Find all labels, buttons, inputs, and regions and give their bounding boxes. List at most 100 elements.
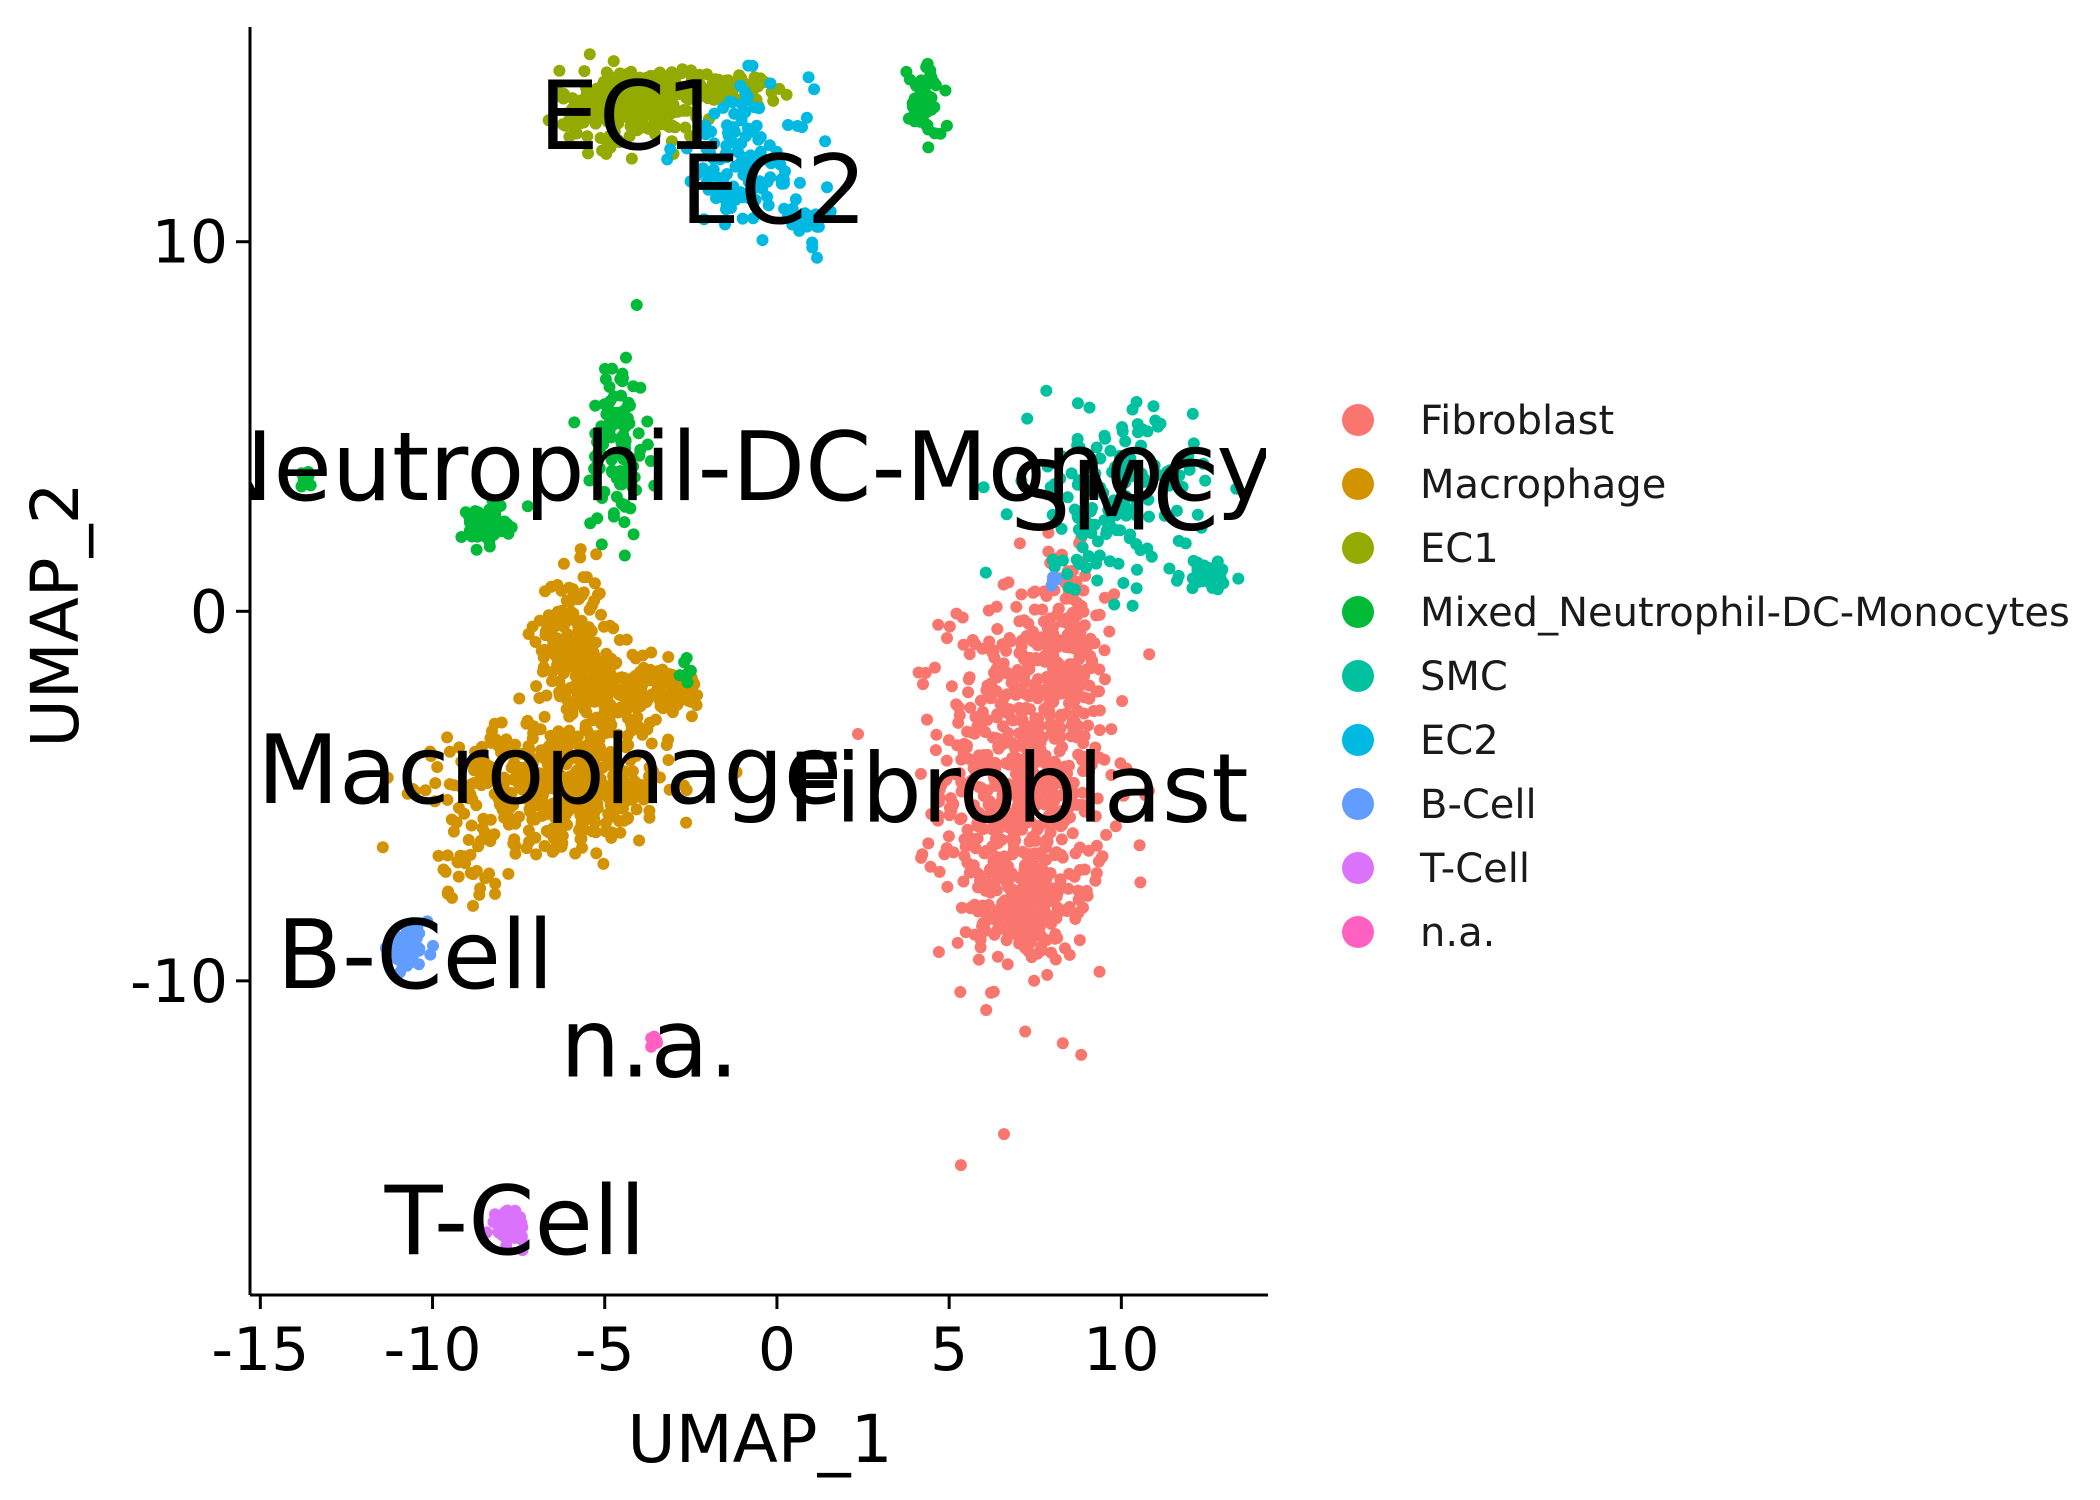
data-point bbox=[596, 676, 609, 689]
data-point bbox=[928, 661, 941, 674]
data-point bbox=[735, 137, 748, 150]
data-point bbox=[472, 840, 485, 853]
data-point bbox=[569, 847, 582, 860]
data-point bbox=[1163, 479, 1176, 492]
data-point bbox=[739, 94, 752, 107]
data-point bbox=[1063, 867, 1076, 880]
data-point bbox=[641, 438, 654, 451]
data-point bbox=[412, 941, 424, 954]
data-point bbox=[1054, 873, 1067, 886]
data-point bbox=[935, 779, 948, 792]
data-point bbox=[939, 84, 952, 97]
data-point bbox=[637, 107, 650, 120]
data-point bbox=[974, 874, 986, 887]
data-point bbox=[979, 884, 992, 897]
data-point bbox=[587, 646, 600, 659]
data-point bbox=[563, 645, 575, 658]
data-point bbox=[606, 826, 618, 839]
data-point bbox=[421, 915, 434, 928]
data-point bbox=[1078, 863, 1091, 876]
data-point bbox=[582, 147, 594, 160]
data-point bbox=[1070, 667, 1082, 680]
data-point bbox=[664, 143, 677, 156]
y-tick-label: 10 bbox=[152, 208, 228, 278]
data-point bbox=[991, 623, 1004, 635]
data-point bbox=[929, 744, 942, 757]
data-point bbox=[509, 847, 522, 860]
data-point bbox=[1216, 563, 1229, 576]
data-point bbox=[1093, 685, 1105, 698]
data-point bbox=[593, 462, 606, 475]
data-point bbox=[1063, 901, 1076, 913]
data-point bbox=[577, 745, 590, 758]
data-point bbox=[622, 460, 635, 473]
legend-swatch bbox=[1342, 788, 1374, 820]
data-point bbox=[1089, 752, 1101, 765]
x-tick-label: 10 bbox=[1083, 1315, 1159, 1385]
data-point bbox=[717, 101, 730, 114]
data-point bbox=[492, 1214, 505, 1227]
data-point bbox=[567, 105, 580, 118]
data-point bbox=[921, 713, 933, 726]
data-point bbox=[1093, 704, 1106, 717]
data-point bbox=[737, 168, 750, 181]
data-point bbox=[606, 114, 619, 127]
data-point bbox=[521, 793, 534, 806]
data-point bbox=[1072, 798, 1085, 811]
data-point bbox=[690, 111, 703, 124]
data-point bbox=[1048, 760, 1061, 773]
data-point bbox=[625, 724, 638, 737]
legend-swatch bbox=[1342, 596, 1374, 628]
data-point bbox=[595, 538, 608, 551]
data-point bbox=[495, 716, 508, 729]
data-point bbox=[734, 186, 747, 199]
data-point bbox=[589, 691, 602, 704]
data-point bbox=[500, 1239, 513, 1252]
data-point bbox=[917, 82, 930, 95]
data-point bbox=[499, 1206, 511, 1219]
data-point bbox=[971, 832, 984, 845]
data-point bbox=[632, 427, 645, 440]
data-point bbox=[637, 793, 650, 806]
data-point bbox=[1173, 469, 1186, 482]
data-point bbox=[597, 857, 610, 870]
x-tick-label: 0 bbox=[758, 1315, 796, 1385]
data-point bbox=[929, 79, 942, 92]
data-point bbox=[500, 733, 513, 746]
data-point bbox=[1109, 820, 1122, 833]
data-point bbox=[1015, 588, 1028, 601]
data-point bbox=[505, 797, 517, 810]
data-point bbox=[1116, 421, 1128, 434]
data-point bbox=[511, 764, 524, 777]
data-point bbox=[992, 742, 1005, 755]
data-point bbox=[681, 104, 693, 117]
y-tick-label: 0 bbox=[190, 577, 228, 647]
data-point bbox=[455, 531, 468, 543]
data-point bbox=[914, 767, 927, 780]
data-point bbox=[957, 638, 970, 651]
data-point bbox=[963, 648, 976, 661]
data-point bbox=[586, 825, 599, 838]
data-point bbox=[1085, 655, 1098, 668]
data-point bbox=[1094, 452, 1107, 465]
data-point bbox=[489, 887, 501, 900]
data-point bbox=[1103, 555, 1116, 568]
data-point bbox=[661, 153, 674, 166]
data-point bbox=[534, 723, 547, 736]
data-point bbox=[1069, 847, 1082, 860]
data-point bbox=[1033, 720, 1046, 733]
data-point bbox=[739, 86, 752, 99]
data-point bbox=[1012, 770, 1025, 783]
data-point bbox=[1071, 510, 1084, 523]
data-point bbox=[1047, 779, 1060, 792]
data-point bbox=[1080, 561, 1093, 574]
data-point bbox=[542, 609, 555, 622]
data-point bbox=[586, 714, 599, 727]
data-point bbox=[633, 834, 646, 847]
legend-label: B-Cell bbox=[1420, 782, 1537, 828]
data-point bbox=[1075, 1048, 1088, 1061]
data-point bbox=[959, 926, 972, 939]
data-point bbox=[564, 770, 577, 783]
data-point bbox=[998, 799, 1011, 812]
data-point bbox=[749, 193, 762, 206]
